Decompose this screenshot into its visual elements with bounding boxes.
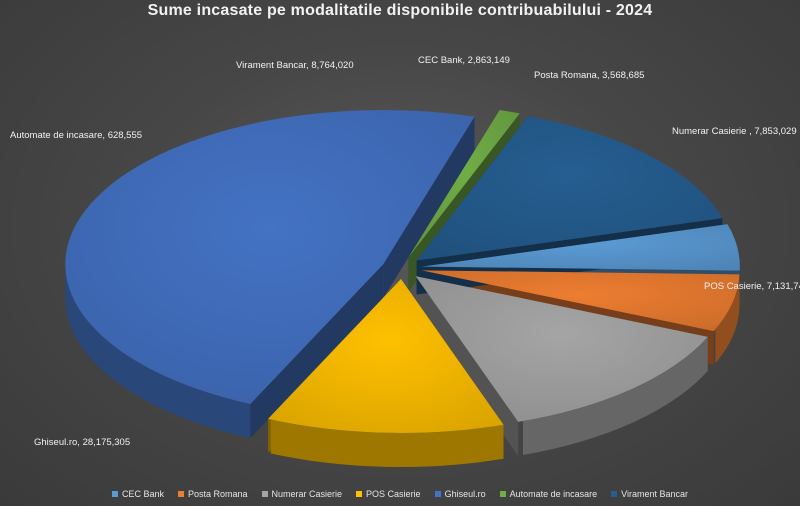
legend-swatch <box>434 491 441 497</box>
legend-label: POS Casierie <box>366 489 421 499</box>
data-label-ghiseul-ro: Ghiseul.ro, 28,175,305 <box>34 437 130 448</box>
data-label-cec-bank: CEC Bank, 2,863,149 <box>418 55 510 66</box>
slice-edge-posta-romana <box>715 274 740 364</box>
legend-item-posta-romana[interactable]: Posta Romana <box>177 489 248 499</box>
data-label-numerar-casierie: Numerar Casierie , 7,853,029 <box>672 126 797 137</box>
slice-side-ghiseul-ro <box>250 264 384 439</box>
slice-edge-numerar-casierie <box>523 336 708 456</box>
data-label-automate-de-incasare: Automate de incasare, 628,555 <box>10 130 142 141</box>
data-label-posta-romana: Posta Romana, 3,568,685 <box>534 70 644 81</box>
slice-pos-casierie[interactable] <box>268 278 504 433</box>
slice-cec-bank[interactable] <box>421 224 740 271</box>
legend-item-ghiseul-ro[interactable]: Ghiseul.ro <box>434 489 486 499</box>
legend-label: Posta Romana <box>187 489 248 499</box>
chart-title: Sume incasate pe modalitatile disponibil… <box>147 2 653 19</box>
legend-item-virament-bancar[interactable]: Virament Bancar <box>611 489 688 499</box>
legend-swatch <box>111 491 118 497</box>
legend-label: CEC Bank <box>121 489 164 499</box>
slice-edge-ghiseul-ro <box>65 262 251 439</box>
legend-label: Automate de incasare <box>509 489 598 499</box>
data-label-virament-bancar: Virament Bancar, 8,764,020 <box>236 60 354 71</box>
legend-swatch <box>356 491 363 497</box>
legend-swatch <box>611 491 618 497</box>
legend-item-numerar-casierie[interactable]: Numerar Casierie <box>261 489 343 499</box>
slice-numerar-casierie[interactable] <box>415 276 708 422</box>
legend-swatch <box>499 491 506 497</box>
slice-virament-bancar[interactable] <box>416 116 723 261</box>
slice-side-ghiseul-ro <box>383 116 475 299</box>
legend-item-automate-de-incasare[interactable]: Automate de incasare <box>499 489 598 499</box>
slice-posta-romana[interactable] <box>421 270 740 332</box>
legend-label: Numerar Casierie <box>271 489 343 499</box>
slice-automate-de-incasare[interactable] <box>408 110 520 258</box>
data-label-pos-casierie: POS Casierie, 7,131,745 <box>704 281 800 292</box>
legend-item-cec-bank[interactable]: CEC Bank <box>111 489 164 499</box>
legend-item-pos-casierie[interactable]: POS Casierie <box>356 489 421 499</box>
chart-legend: CEC Bank Posta Romana Numerar Casierie POS … <box>0 489 800 499</box>
slice-edge-pos-casierie <box>270 419 504 467</box>
legend-label: Ghiseul.ro <box>444 489 486 499</box>
legend-swatch <box>177 491 184 497</box>
legend-label: Virament Bancar <box>621 489 689 499</box>
slice-ghiseul-ro[interactable] <box>65 110 475 405</box>
legend-swatch <box>261 491 268 497</box>
